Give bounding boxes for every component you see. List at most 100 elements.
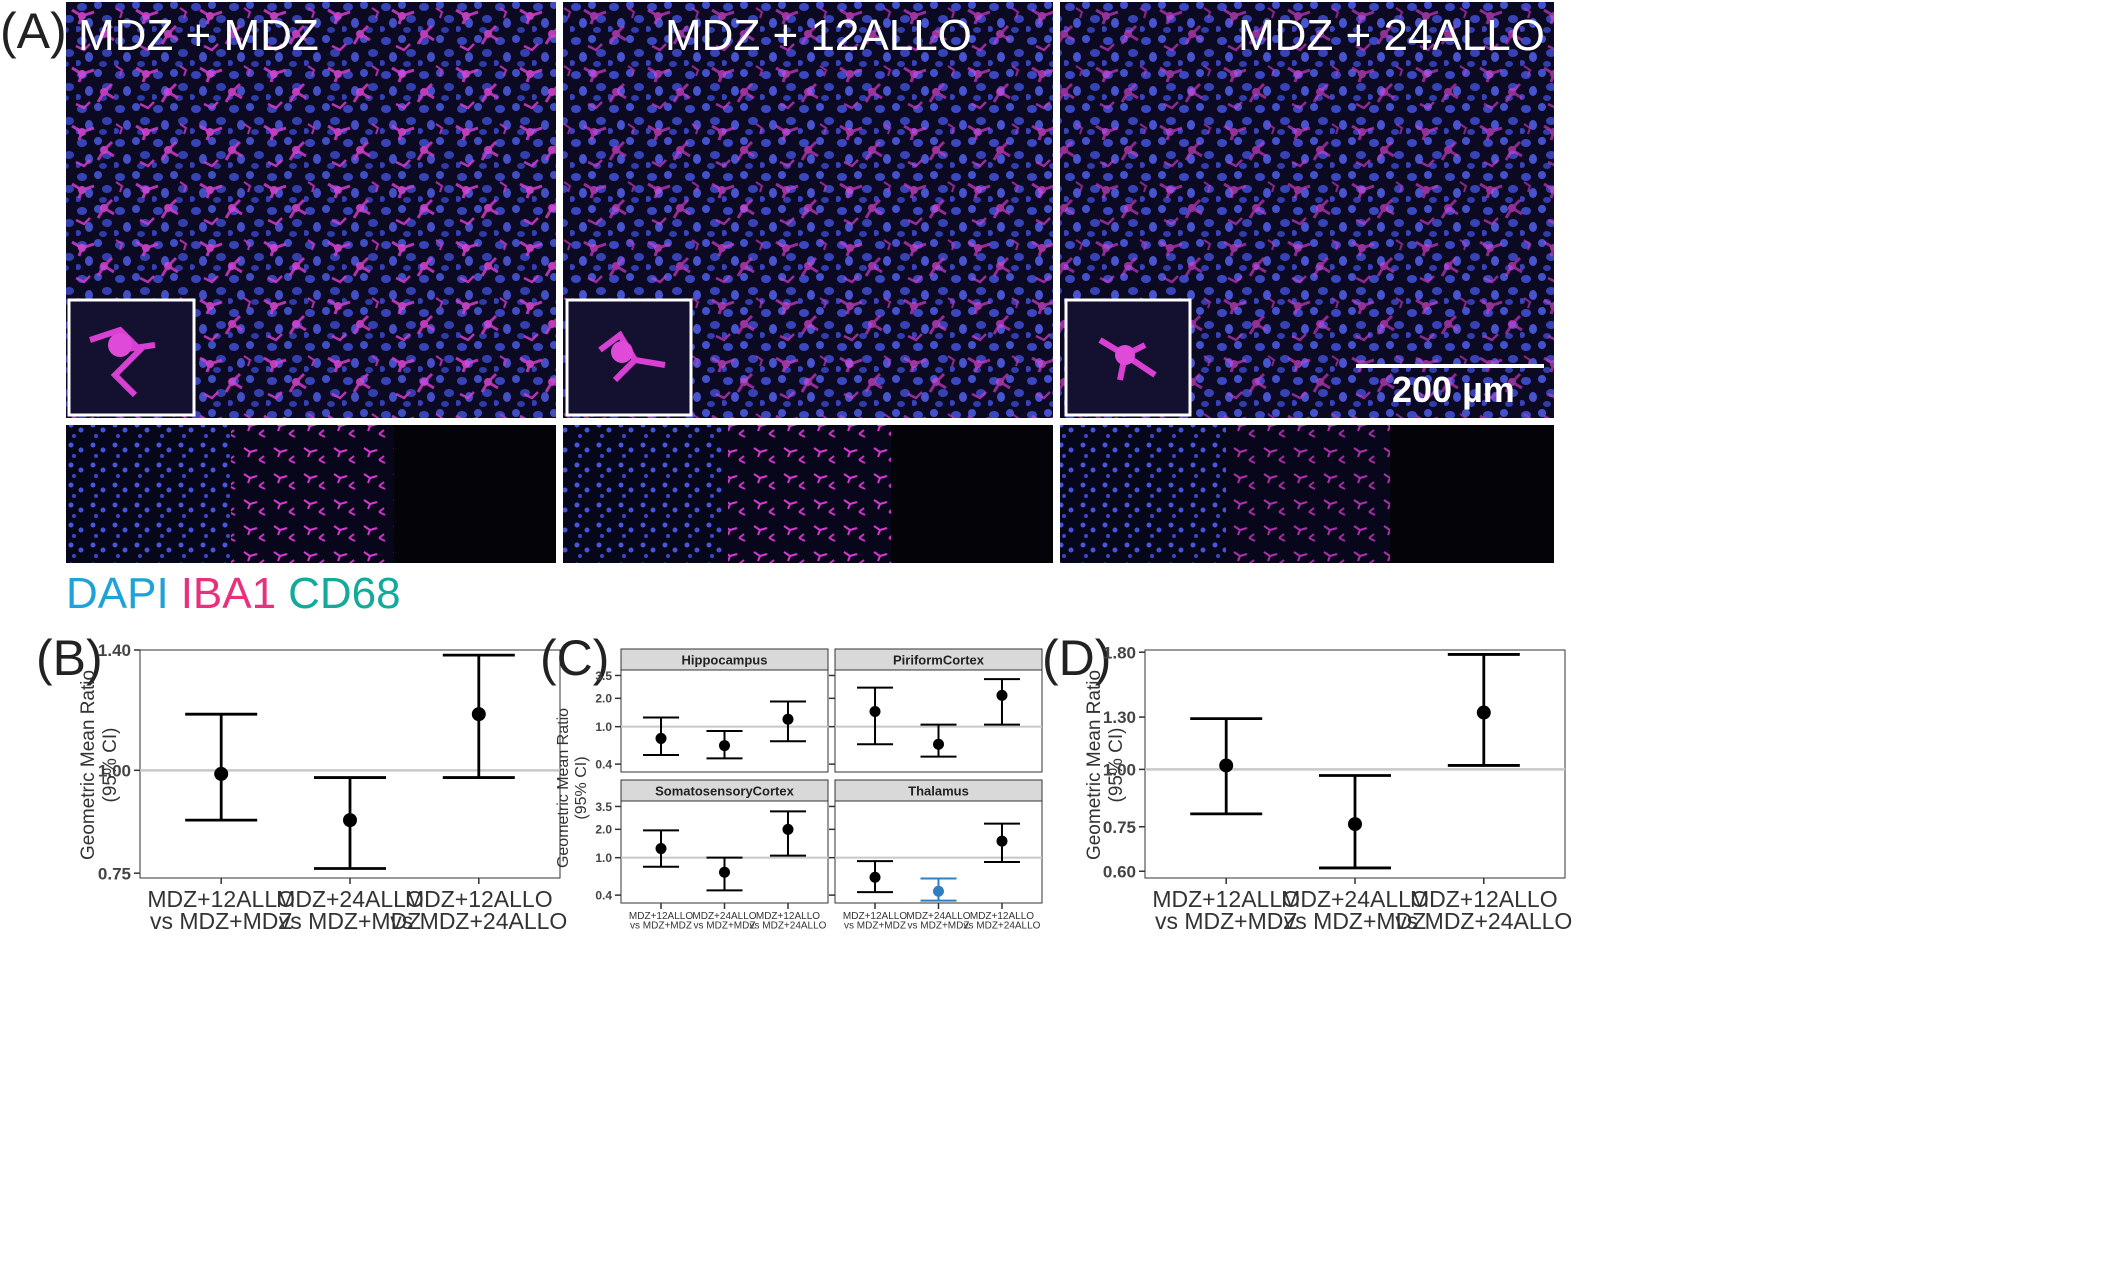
x-tick-label-line: MDZ+12ALLO [629,911,693,922]
x-tick-label-line: MDZ+12ALLO [970,911,1034,922]
y-tick-label: 0.4 [595,757,612,771]
y-tick-label: 3.5 [595,669,612,683]
channel-strips [66,425,1554,563]
y-tick-label: 1.40 [98,641,131,660]
point-estimate [933,885,944,897]
x-tick-label-line: MDZ+24ALLO [692,911,756,922]
y-tick-label: 1.30 [1103,708,1136,727]
x-tick-label: MDZ+12ALLO vs MDZ+24ALLO [963,911,1040,932]
point-estimate [996,835,1008,847]
x-tick-label-line: vs MDZ+MDZ [1155,908,1297,934]
image-title: MDZ + 12ALLO [665,11,972,60]
y-tick-label: 2.0 [595,823,612,837]
point-estimate [1219,758,1234,773]
x-tick-label-line: MDZ+12ALLO [147,886,295,912]
y-axis-title: Geometric Mean Ratio(95% CI) [78,670,121,860]
x-tick-label: MDZ+24ALLO vs MDZ+MDZ [906,911,970,932]
x-tick-label: MDZ+12ALLO vs MDZ+24ALLO [390,886,567,934]
y-axis-title-line: Geometric Mean Ratio [1084,670,1105,860]
x-tick-label-line: vs MDZ+MDZ [694,921,756,932]
facet-somatosensorycortex: SomatosensoryCortex 0.4 1.0 2.0 3.5 MDZ+12ALL… [595,779,829,932]
channel-legend: DAPI IBA1 CD68 [66,569,401,618]
y-tick-label: 2.0 [595,692,612,706]
y-axis-title-line: (95% CI) [573,756,590,819]
facet-title: SomatosensoryCortex [655,784,794,799]
image-title: MDZ + 24ALLO [1238,11,1545,60]
x-tick-label: MDZ+24ALLO vs MDZ+MDZ [692,911,756,932]
y-axis-title-line: Geometric Mean Ratio [78,670,99,860]
y-tick-label: 1.80 [1103,643,1136,662]
scale-bar-label: 200 µm [1392,369,1515,410]
y-tick-label: 3.5 [595,800,612,814]
facet-title: Thalamus [908,784,969,799]
point-estimate [214,766,229,781]
point-estimate [719,740,730,752]
x-tick-label-line: vs MDZ+MDZ [630,921,692,932]
inset-box [67,298,196,417]
chart-c: Hippocampus 0.4 1.0 2.0 3.5 PiriformCortex Som… [555,648,1043,932]
point-estimate [869,871,881,883]
y-tick-label: 1.00 [98,761,131,780]
x-tick-label-line: vs MDZ+MDZ [908,921,970,932]
point-estimate [996,689,1008,701]
x-tick-label: MDZ+12ALLO vs MDZ+24ALLO [749,911,826,932]
legend-iba1: IBA1 [181,569,276,618]
y-axis-title-line: Geometric Mean Ratio [555,708,572,868]
legend-dapi: DAPI [66,569,169,618]
point-estimate [782,823,794,835]
point-estimate [869,705,881,717]
x-tick-label-line: MDZ+12ALLO [1152,886,1300,912]
x-tick-label-line: vs MDZ+24ALLO [1395,908,1572,934]
x-tick-label-line: MDZ+12ALLO [756,911,820,922]
panel-b-label: (B) [36,630,103,686]
x-tick-label: MDZ+12ALLO vs MDZ+MDZ [1152,886,1300,934]
x-tick-label-line: MDZ+24ALLO [1281,886,1429,912]
x-tick-label-line: vs MDZ+MDZ [150,908,292,934]
y-tick-label: 1.0 [595,720,612,734]
y-tick-label: 0.4 [595,888,612,902]
x-tick-label: MDZ+24ALLO vs MDZ+MDZ [1281,886,1429,934]
point-estimate [655,843,667,855]
panel-a-label: (A) [0,3,67,59]
image-title: MDZ + MDZ [78,11,319,60]
x-tick-label-line: vs MDZ+24ALLO [390,908,567,934]
point-estimate [343,813,357,828]
point-estimate [655,732,667,744]
point-estimate [1348,817,1362,832]
facet-title: Hippocampus [682,653,768,668]
point-estimate [933,738,944,750]
y-axis-title: Geometric Mean Ratio(95% CI) [555,708,590,868]
micrograph-mdz-mdz: MDZ + MDZ [66,2,556,418]
point-estimate [782,713,794,725]
y-tick-label: 1.0 [595,851,612,865]
y-tick-label: 0.60 [1103,862,1136,881]
facet-hippocampus: Hippocampus 0.4 1.0 2.0 3.5 [595,648,829,773]
x-tick-label: MDZ+12ALLO vs MDZ+24ALLO [1395,886,1572,934]
x-tick-label-line: vs MDZ+MDZ [279,908,421,934]
x-tick-label-line: MDZ+12ALLO [405,886,553,912]
x-tick-label: MDZ+24ALLO vs MDZ+MDZ [276,886,424,934]
x-tick-label-line: vs MDZ+MDZ [844,921,906,932]
x-tick-label-line: vs MDZ+24ALLO [963,921,1040,932]
y-axis-title-line: (95% CI) [100,728,121,803]
x-tick-label-line: MDZ+24ALLO [276,886,424,912]
y-tick-label: 1.00 [1103,761,1136,780]
y-tick-label: 0.75 [1103,818,1136,837]
legend-cd68: CD68 [288,569,401,618]
micrograph-mdz-24allo: MDZ + 24ALLO 200 µm [1060,2,1554,418]
x-tick-label-line: MDZ+12ALLO [1410,886,1558,912]
y-axis-title-line: (95% CI) [1106,728,1127,803]
y-axis-title: Geometric Mean Ratio(95% CI) [1084,670,1127,860]
x-tick-label-line: MDZ+24ALLO [906,911,970,922]
x-tick-label: MDZ+12ALLO vs MDZ+MDZ [147,886,295,934]
x-tick-label-line: vs MDZ+24ALLO [749,921,826,932]
x-tick-label-line: vs MDZ+MDZ [1284,908,1426,934]
y-tick-label: 0.75 [98,864,131,883]
panel-d-label: (D) [1042,630,1111,686]
point-estimate [1476,705,1491,720]
x-tick-label-line: MDZ+12ALLO [843,911,907,922]
point-estimate [471,707,486,722]
